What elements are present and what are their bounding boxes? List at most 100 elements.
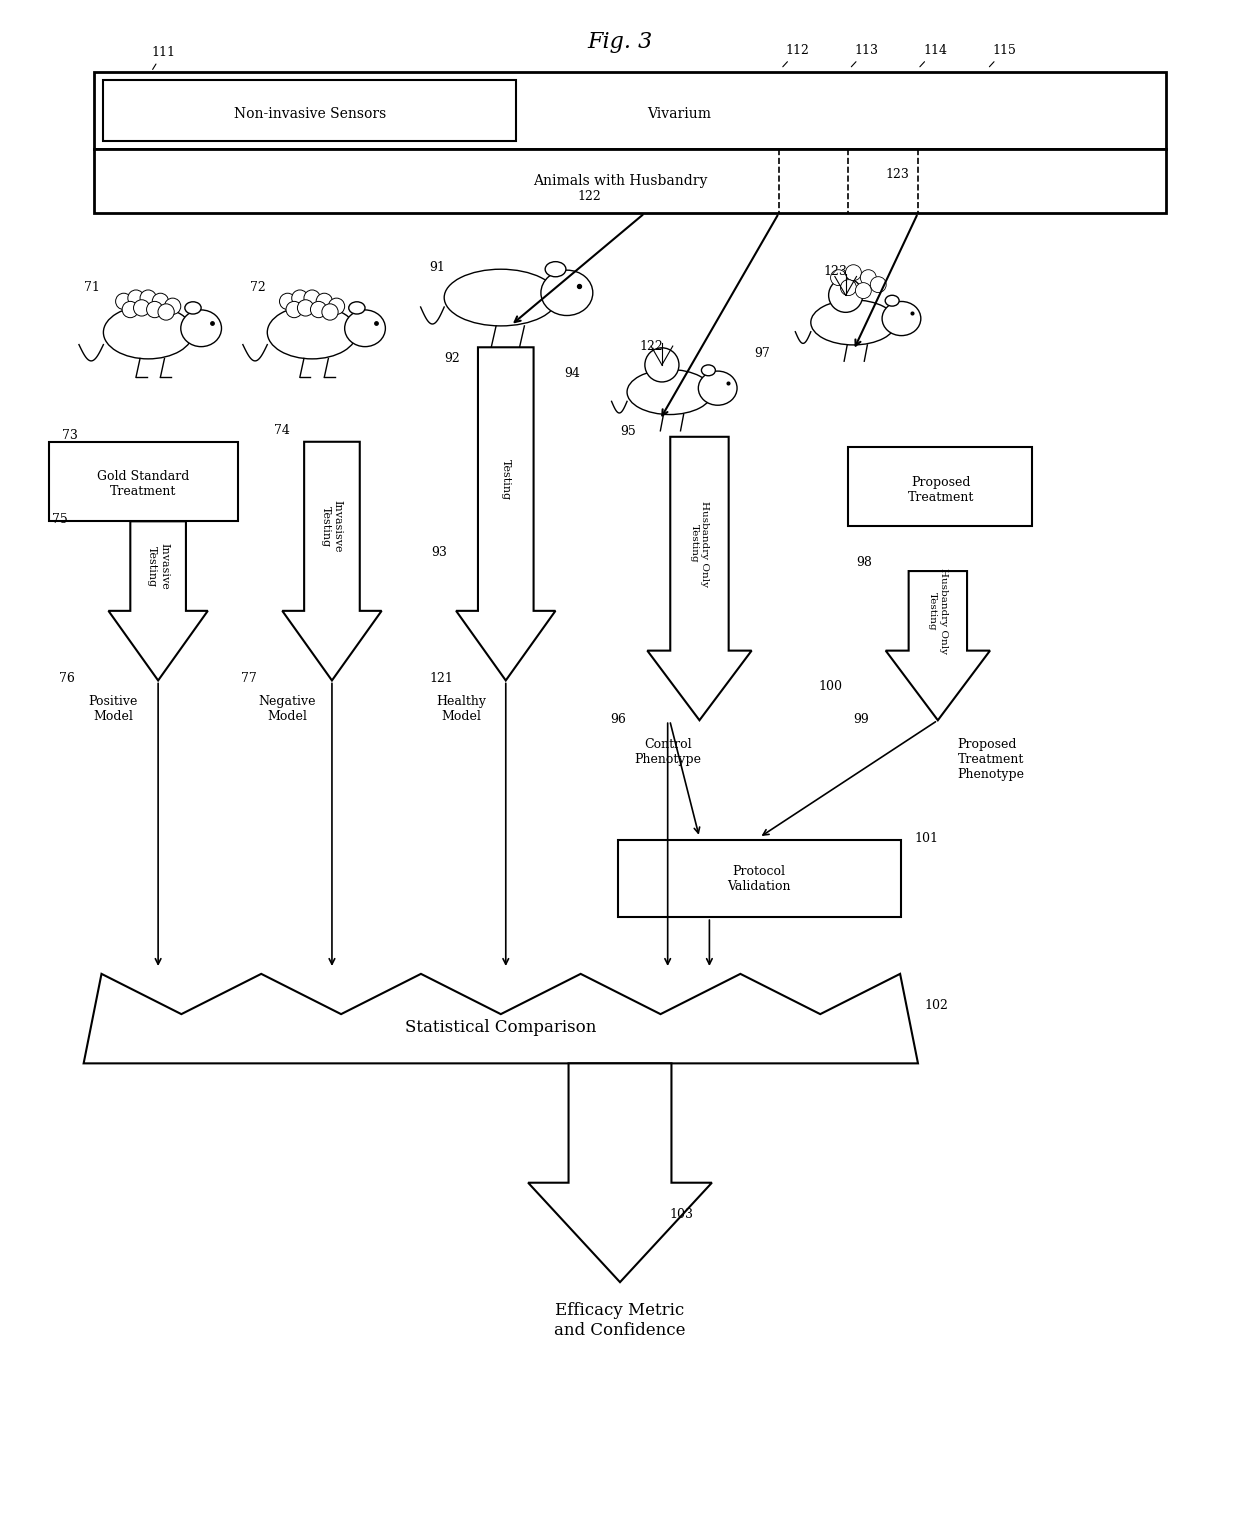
Polygon shape	[108, 522, 208, 681]
Circle shape	[298, 300, 314, 317]
Text: Positive
Model: Positive Model	[89, 695, 138, 724]
Text: 98: 98	[857, 555, 872, 569]
Ellipse shape	[268, 306, 357, 360]
Ellipse shape	[698, 372, 737, 405]
Ellipse shape	[541, 271, 593, 315]
Ellipse shape	[348, 301, 365, 314]
Text: Vivarium: Vivarium	[647, 107, 712, 121]
Polygon shape	[456, 347, 556, 681]
Circle shape	[286, 301, 303, 318]
Ellipse shape	[444, 269, 558, 326]
Ellipse shape	[181, 311, 222, 347]
Text: Proposed
Treatment: Proposed Treatment	[908, 476, 973, 503]
Text: Statistical Comparison: Statistical Comparison	[405, 1019, 596, 1036]
Text: 100: 100	[818, 681, 843, 693]
Circle shape	[316, 294, 332, 309]
Text: 103: 103	[670, 1207, 693, 1221]
Circle shape	[115, 294, 131, 309]
Text: 97: 97	[754, 347, 770, 360]
Polygon shape	[283, 442, 382, 681]
Ellipse shape	[103, 306, 193, 360]
Text: 114: 114	[920, 44, 947, 67]
Text: Protocol
Validation: Protocol Validation	[728, 866, 791, 894]
Text: 102: 102	[925, 999, 949, 1011]
Circle shape	[153, 294, 169, 309]
Text: 71: 71	[83, 280, 99, 294]
Text: 122: 122	[578, 190, 601, 203]
Text: Control
Phenotype: Control Phenotype	[634, 737, 701, 767]
Circle shape	[841, 280, 857, 295]
Circle shape	[846, 265, 862, 280]
Circle shape	[291, 291, 308, 306]
Text: 76: 76	[58, 673, 74, 685]
Circle shape	[165, 298, 181, 315]
Text: Healthy
Model: Healthy Model	[436, 695, 486, 724]
Circle shape	[134, 300, 150, 317]
Bar	[93, 150, 1167, 213]
Bar	[103, 80, 516, 141]
Circle shape	[140, 291, 156, 306]
Text: Animals with Husbandry: Animals with Husbandry	[533, 174, 707, 188]
Text: Fig. 3: Fig. 3	[588, 31, 652, 54]
Circle shape	[870, 277, 887, 292]
Text: 92: 92	[444, 352, 460, 366]
Text: 121: 121	[429, 673, 453, 685]
Text: Proposed
Treatment
Phenotype: Proposed Treatment Phenotype	[957, 737, 1024, 782]
Circle shape	[122, 301, 139, 318]
Text: 99: 99	[853, 713, 869, 727]
Text: 95: 95	[620, 425, 636, 438]
Text: 123: 123	[823, 265, 847, 277]
Circle shape	[861, 269, 877, 286]
Text: 73: 73	[62, 428, 78, 442]
Bar	[848, 447, 1032, 526]
Text: 122: 122	[640, 340, 663, 353]
Text: Gold Standard
Treatment: Gold Standard Treatment	[97, 470, 190, 497]
Circle shape	[322, 304, 339, 320]
Text: Husbandry Only
Testing: Husbandry Only Testing	[689, 500, 709, 586]
Text: 93: 93	[432, 546, 448, 558]
Ellipse shape	[546, 262, 565, 277]
Ellipse shape	[882, 301, 921, 335]
Bar	[48, 442, 238, 522]
Text: 101: 101	[914, 832, 937, 845]
Circle shape	[828, 278, 863, 312]
Circle shape	[310, 301, 327, 318]
Text: Efficacy Metric
and Confidence: Efficacy Metric and Confidence	[554, 1302, 686, 1339]
Text: Negative
Model: Negative Model	[258, 695, 316, 724]
Text: 113: 113	[852, 44, 878, 67]
Circle shape	[157, 304, 175, 320]
Text: 111: 111	[151, 46, 175, 69]
Text: 91: 91	[429, 260, 445, 274]
Text: Testing: Testing	[501, 459, 511, 500]
Text: Invasisve
Testing: Invasisve Testing	[321, 500, 342, 552]
Text: 75: 75	[52, 514, 68, 526]
Ellipse shape	[627, 370, 712, 415]
Bar	[618, 840, 901, 916]
Polygon shape	[885, 571, 990, 721]
Polygon shape	[528, 1063, 712, 1282]
Text: 74: 74	[274, 424, 290, 436]
Text: 112: 112	[782, 44, 810, 67]
Circle shape	[645, 347, 680, 382]
Circle shape	[279, 294, 296, 309]
Ellipse shape	[702, 364, 715, 376]
Text: 94: 94	[564, 367, 580, 379]
Polygon shape	[83, 975, 918, 1063]
Polygon shape	[647, 436, 751, 721]
Ellipse shape	[345, 311, 386, 347]
Text: 115: 115	[990, 44, 1017, 67]
Text: Husbandry Only
Testing: Husbandry Only Testing	[929, 568, 947, 653]
Text: Invasive
Testing: Invasive Testing	[148, 543, 169, 589]
Circle shape	[329, 298, 345, 315]
Circle shape	[146, 301, 162, 318]
Text: Non-invasive Sensors: Non-invasive Sensors	[234, 107, 386, 121]
Circle shape	[831, 269, 847, 286]
Text: 72: 72	[250, 280, 267, 294]
Text: 77: 77	[241, 673, 257, 685]
Ellipse shape	[811, 300, 897, 344]
Circle shape	[856, 283, 872, 298]
Circle shape	[304, 291, 320, 306]
Text: 123: 123	[885, 168, 909, 181]
Bar	[93, 72, 1167, 150]
Circle shape	[128, 291, 144, 306]
